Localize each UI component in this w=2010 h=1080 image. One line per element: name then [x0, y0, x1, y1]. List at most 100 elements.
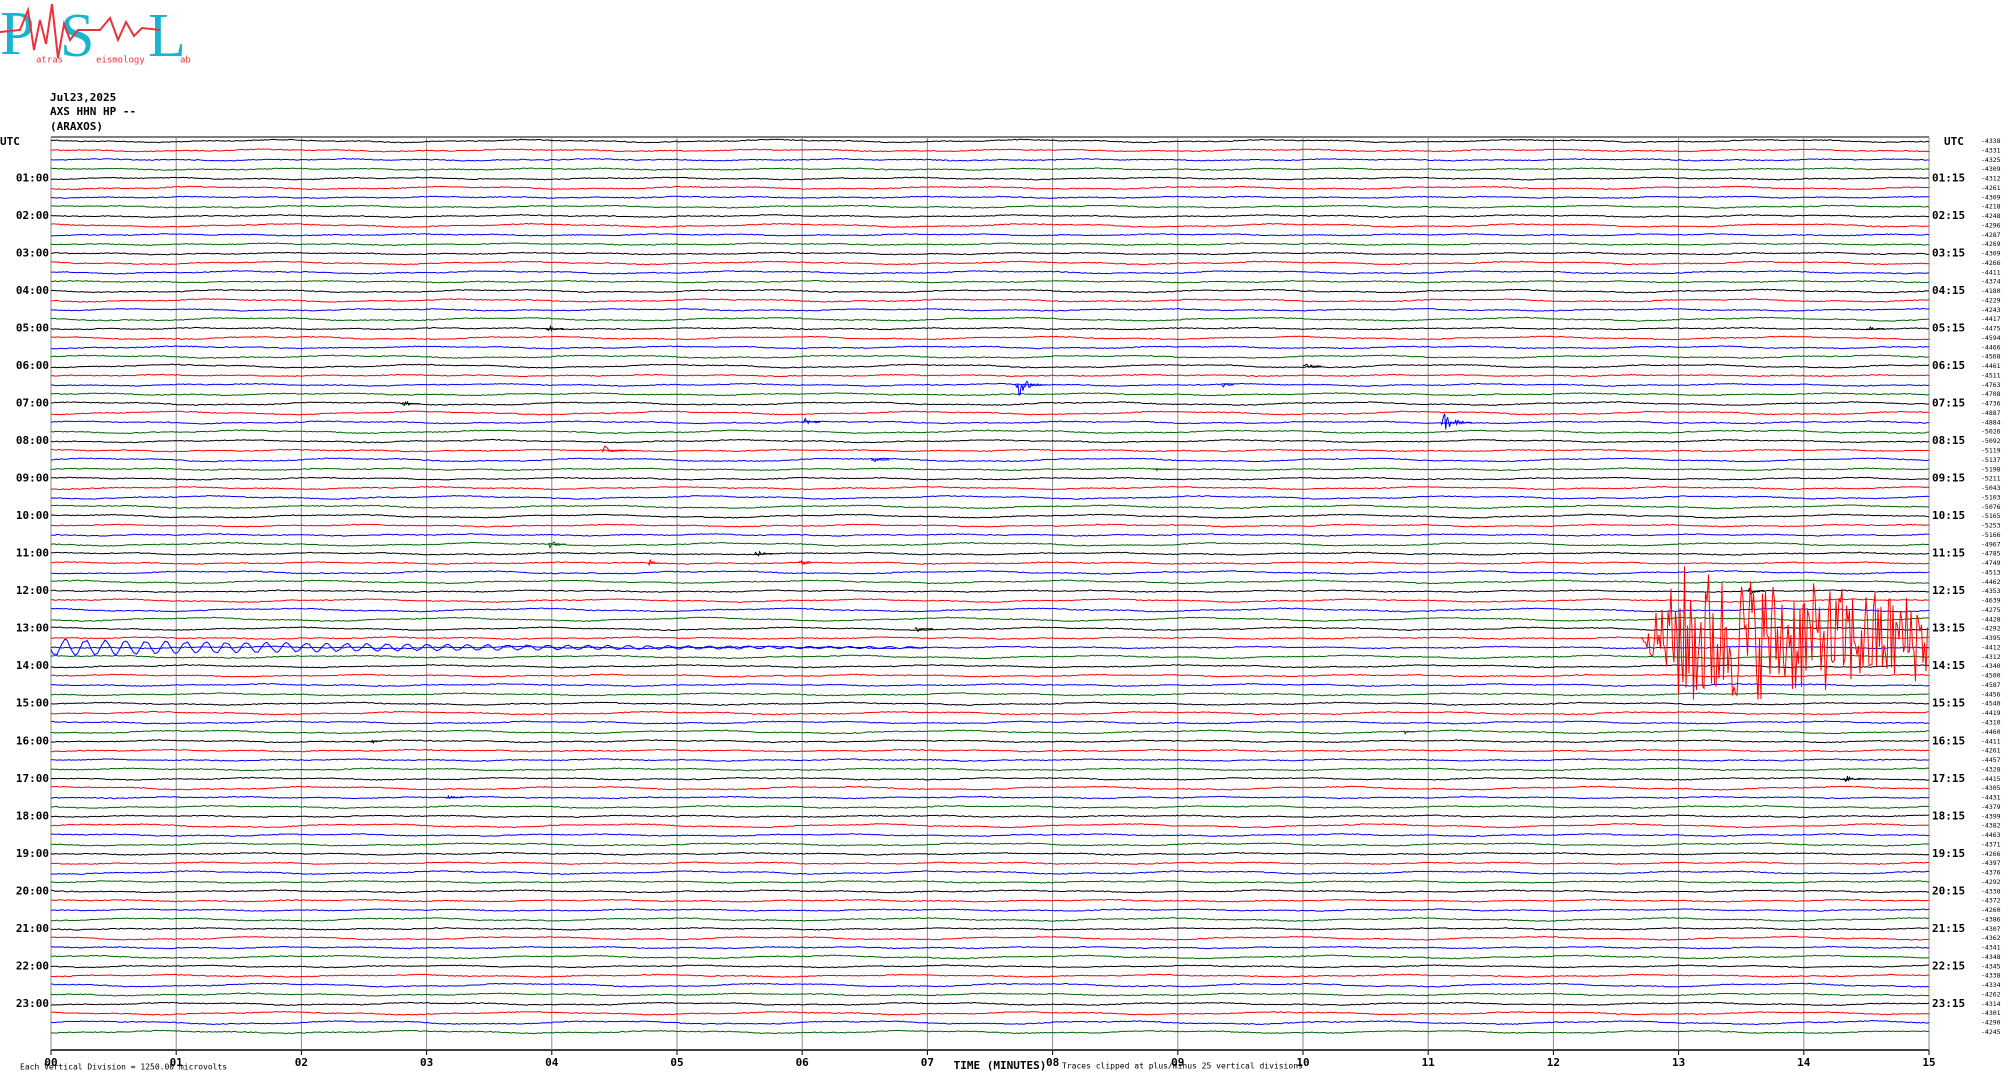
event	[601, 445, 628, 453]
offset-label: -4372	[1981, 897, 2001, 905]
trace	[50, 851, 1930, 856]
offset-label: -4262	[1981, 990, 2001, 998]
trace	[50, 167, 1930, 171]
offset-label: -5092	[1981, 437, 2001, 445]
hour-label: 03:00	[16, 247, 49, 260]
end-label: 20:15	[1932, 884, 1965, 897]
trace	[50, 785, 1930, 791]
x-tick-label: 05	[670, 1056, 683, 1069]
trace	[50, 880, 1930, 884]
trace	[50, 335, 1930, 341]
offset-label: -4310	[1981, 718, 2001, 726]
hour-label: 22:00	[16, 959, 49, 972]
offset-label: -5166	[1981, 531, 2001, 539]
hour-label: 19:00	[16, 847, 49, 860]
trace	[50, 889, 1930, 894]
offset-label: -4341	[1981, 944, 2001, 952]
trace	[50, 776, 1930, 781]
trace	[51, 805, 1930, 809]
trace	[50, 616, 1930, 622]
x-tick-label: 12	[1547, 1056, 1560, 1069]
trace	[50, 242, 1930, 247]
utc-left: UTC	[0, 135, 20, 148]
event	[547, 541, 567, 550]
offset-label: -4884	[1981, 418, 2001, 426]
event	[870, 458, 890, 463]
offset-label: -4290	[1981, 1019, 2001, 1027]
offset-label: -4967	[1981, 540, 2001, 548]
offset-label: -4397	[1981, 859, 2001, 867]
trace	[50, 607, 1930, 613]
end-label: 13:15	[1932, 622, 1965, 635]
x-tick-label: 03	[420, 1056, 433, 1069]
trace	[50, 363, 1930, 369]
event	[401, 400, 420, 407]
trace	[50, 504, 1929, 510]
end-label: 23:15	[1932, 997, 1965, 1010]
trace	[50, 973, 1930, 978]
offset-label: -4301	[1981, 1009, 2001, 1017]
offset-label: -4229	[1981, 296, 2001, 304]
offset-label: -4785	[1981, 550, 2001, 558]
hour-label: 08:00	[16, 434, 49, 447]
trace	[50, 935, 1930, 941]
offset-label: -4475	[1981, 325, 2001, 333]
hour-label: 06:00	[16, 359, 49, 372]
trace	[50, 448, 1930, 453]
trace	[50, 513, 1930, 519]
logo-word: atras	[36, 56, 63, 66]
logo-letter: L	[148, 2, 186, 70]
end-label: 04:15	[1932, 284, 1965, 297]
trace	[50, 345, 1930, 350]
offset-label: -4460	[1981, 728, 2001, 736]
offset-label: -4292	[1981, 625, 2001, 633]
offset-label: -5076	[1981, 503, 2001, 511]
end-label: 14:15	[1932, 659, 1965, 672]
trace	[50, 185, 1930, 191]
event	[1014, 380, 1047, 396]
hour-label: 13:00	[16, 622, 49, 635]
x-tick-label: 15	[1922, 1056, 1935, 1069]
event	[797, 559, 811, 566]
offset-label: -4325	[1981, 156, 2001, 164]
offset-label: -4419	[1981, 709, 2001, 717]
offset-label: -4309	[1981, 250, 2001, 258]
offset-label: -4500	[1981, 672, 2001, 680]
offset-label: -4345	[1981, 962, 2001, 970]
offset-label: -5103	[1981, 493, 2001, 501]
trace	[50, 214, 1930, 219]
event	[1440, 413, 1472, 430]
offset-label: -5253	[1981, 522, 2001, 530]
offset-label: -4382	[1981, 822, 2001, 830]
event	[802, 416, 821, 425]
trace	[50, 945, 1930, 950]
offset-label: -4245	[1981, 1028, 2001, 1036]
trace	[50, 729, 1930, 735]
end-label: 05:15	[1932, 322, 1965, 335]
trace	[50, 288, 1930, 294]
offset-label: -4431	[1981, 794, 2001, 802]
trace	[50, 138, 1930, 144]
trace	[50, 204, 1930, 209]
offset-label: -4331	[1981, 146, 2001, 154]
end-label: 08:15	[1932, 434, 1965, 447]
hour-label: 16:00	[16, 734, 49, 747]
x-axis-label: TIME (MINUTES)	[954, 1059, 1047, 1072]
end-label: 12:15	[1932, 584, 1965, 597]
trace	[50, 982, 1930, 988]
hour-label: 09:00	[16, 472, 49, 485]
trace	[50, 176, 1930, 181]
hour-label: 11:00	[16, 547, 49, 560]
trace	[50, 551, 1930, 556]
event	[1640, 566, 1928, 700]
event	[647, 559, 661, 567]
utc-right: UTC	[1944, 135, 1964, 148]
event	[545, 324, 564, 332]
offset-label: -4371	[1981, 840, 2001, 848]
trace	[50, 626, 1930, 632]
trace	[50, 561, 1930, 565]
trace	[50, 233, 1930, 237]
end-label: 02:15	[1932, 209, 1965, 222]
trace	[50, 570, 1930, 575]
x-tick-label: 14	[1797, 1056, 1811, 1069]
